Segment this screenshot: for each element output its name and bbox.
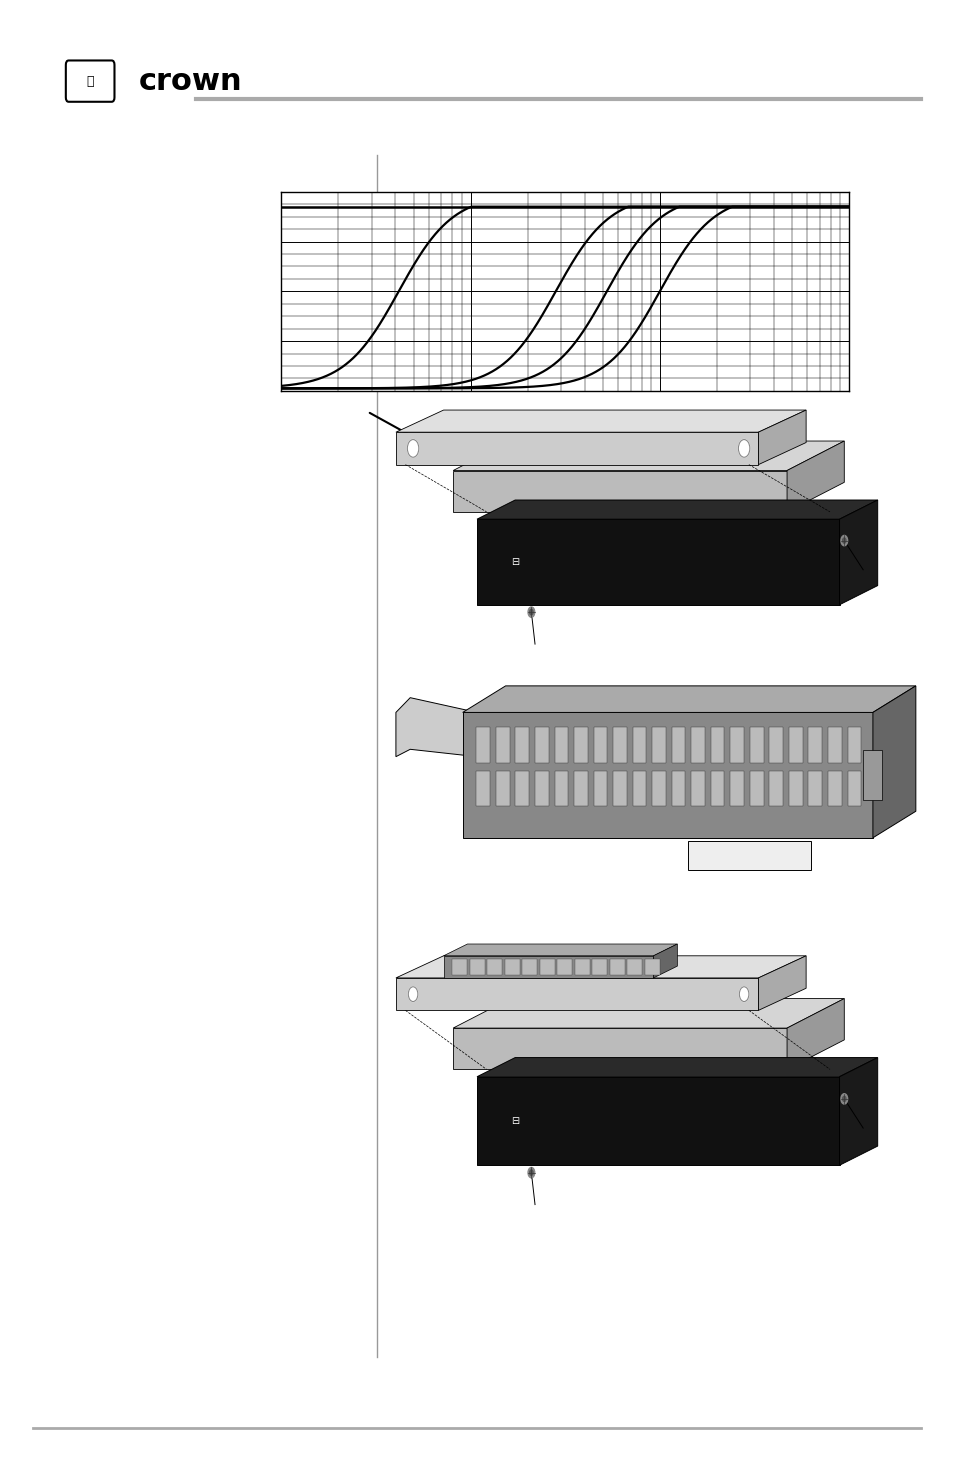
Bar bbox=[593, 727, 607, 763]
Polygon shape bbox=[453, 471, 786, 512]
Polygon shape bbox=[839, 1058, 877, 1165]
Circle shape bbox=[527, 608, 534, 617]
Polygon shape bbox=[395, 978, 758, 1010]
Circle shape bbox=[527, 1168, 534, 1177]
Bar bbox=[496, 771, 509, 807]
Polygon shape bbox=[758, 956, 805, 1010]
Bar bbox=[504, 959, 519, 975]
Bar bbox=[593, 771, 607, 807]
Circle shape bbox=[408, 987, 417, 1002]
Polygon shape bbox=[476, 519, 839, 605]
Bar bbox=[522, 959, 537, 975]
Polygon shape bbox=[453, 1028, 786, 1069]
Text: 👑: 👑 bbox=[86, 75, 93, 87]
Bar bbox=[788, 727, 801, 763]
Bar bbox=[574, 959, 589, 975]
Bar bbox=[592, 959, 607, 975]
Bar bbox=[554, 727, 568, 763]
Bar bbox=[768, 727, 782, 763]
Bar bbox=[730, 771, 743, 807]
Bar bbox=[632, 727, 645, 763]
Circle shape bbox=[738, 440, 749, 457]
Text: ⊟: ⊟ bbox=[511, 1117, 518, 1125]
Bar bbox=[710, 727, 723, 763]
Bar bbox=[687, 841, 810, 870]
Bar bbox=[730, 727, 743, 763]
Bar bbox=[535, 727, 548, 763]
Polygon shape bbox=[395, 956, 805, 978]
Polygon shape bbox=[872, 686, 915, 838]
Bar bbox=[515, 771, 529, 807]
Polygon shape bbox=[476, 1077, 839, 1165]
Bar bbox=[515, 727, 529, 763]
Circle shape bbox=[841, 1094, 847, 1103]
Circle shape bbox=[529, 1170, 533, 1176]
Bar bbox=[644, 959, 659, 975]
Bar bbox=[710, 771, 723, 807]
Text: crown: crown bbox=[138, 66, 242, 96]
Polygon shape bbox=[786, 441, 843, 512]
Bar bbox=[749, 727, 762, 763]
Bar bbox=[652, 727, 665, 763]
Bar bbox=[691, 727, 704, 763]
Bar bbox=[807, 727, 821, 763]
Bar bbox=[557, 959, 572, 975]
Bar bbox=[469, 959, 484, 975]
Bar bbox=[749, 771, 762, 807]
Polygon shape bbox=[476, 1058, 877, 1077]
Bar bbox=[535, 771, 548, 807]
Bar bbox=[652, 771, 665, 807]
Bar bbox=[626, 959, 641, 975]
Polygon shape bbox=[443, 944, 677, 956]
Polygon shape bbox=[758, 410, 805, 465]
Bar bbox=[554, 771, 568, 807]
Polygon shape bbox=[395, 698, 476, 757]
Bar bbox=[496, 727, 509, 763]
FancyBboxPatch shape bbox=[66, 60, 114, 102]
Polygon shape bbox=[462, 686, 915, 712]
Bar bbox=[476, 727, 490, 763]
Circle shape bbox=[407, 440, 418, 457]
Circle shape bbox=[841, 535, 847, 546]
Bar bbox=[632, 771, 645, 807]
Polygon shape bbox=[395, 432, 758, 465]
Bar bbox=[862, 749, 882, 799]
Circle shape bbox=[841, 538, 845, 543]
Bar bbox=[452, 959, 467, 975]
Polygon shape bbox=[839, 500, 877, 605]
Polygon shape bbox=[395, 410, 805, 432]
Bar bbox=[613, 727, 626, 763]
Bar bbox=[788, 771, 801, 807]
Bar bbox=[827, 771, 841, 807]
Bar bbox=[613, 771, 626, 807]
Text: ⊟: ⊟ bbox=[511, 558, 518, 566]
Bar bbox=[671, 771, 684, 807]
Circle shape bbox=[841, 1096, 845, 1102]
Polygon shape bbox=[453, 441, 843, 471]
Circle shape bbox=[529, 609, 533, 615]
Polygon shape bbox=[476, 500, 877, 519]
Bar bbox=[609, 959, 624, 975]
Bar bbox=[574, 771, 587, 807]
Bar bbox=[476, 771, 490, 807]
Bar bbox=[846, 727, 861, 763]
Bar bbox=[807, 771, 821, 807]
Polygon shape bbox=[462, 712, 872, 838]
Polygon shape bbox=[453, 999, 843, 1028]
Polygon shape bbox=[443, 956, 653, 978]
Bar bbox=[768, 771, 782, 807]
Bar bbox=[574, 727, 587, 763]
Bar bbox=[539, 959, 555, 975]
Circle shape bbox=[739, 987, 748, 1002]
Bar bbox=[691, 771, 704, 807]
Bar bbox=[671, 727, 684, 763]
Bar bbox=[846, 771, 861, 807]
Bar bbox=[487, 959, 502, 975]
Polygon shape bbox=[786, 999, 843, 1069]
Bar bbox=[827, 727, 841, 763]
Polygon shape bbox=[653, 944, 677, 978]
